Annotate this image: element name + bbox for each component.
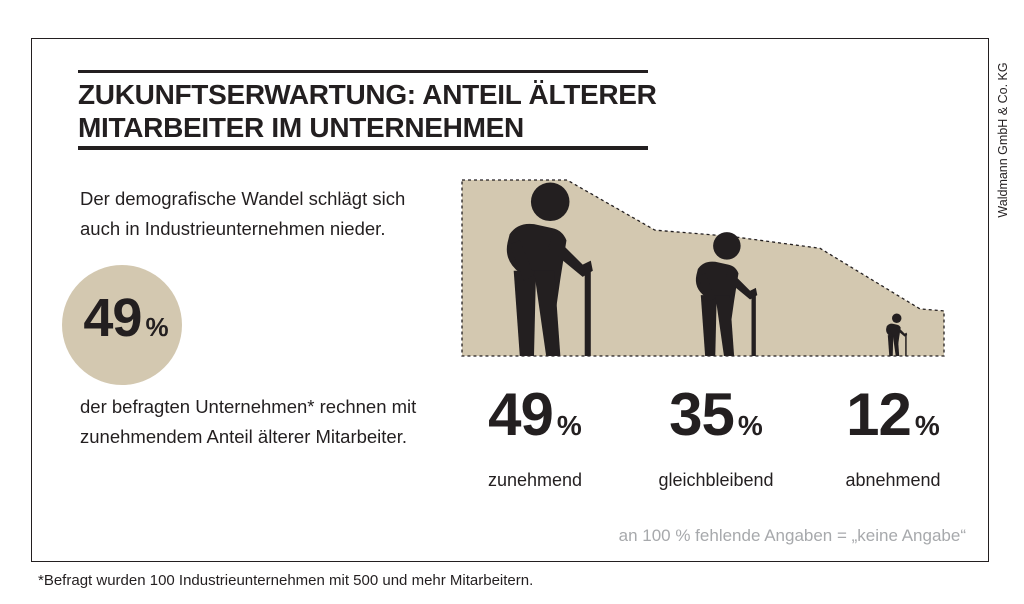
- elderly-person-icon-2: [886, 313, 908, 356]
- value-label-1: 35%: [641, 380, 791, 449]
- highlight-circle: [62, 265, 182, 385]
- value-label-2: 12%: [818, 380, 968, 449]
- infographic-frame: [31, 38, 989, 562]
- category-label-2: abnehmend: [845, 470, 941, 490]
- value-number-2: 12: [846, 381, 912, 448]
- value-number-0: 49: [488, 381, 554, 448]
- value-number-1: 35: [669, 381, 735, 448]
- category-label-0: zunehmend: [487, 470, 583, 490]
- missing-answers-note: an 100 % fehlende Angaben = „keine Angab…: [618, 526, 966, 545]
- title-rule-top: [78, 70, 648, 73]
- title-line-1: ZUKUNFTSERWARTUNG: ANTEIL ÄLTERER: [78, 79, 657, 110]
- credit-text: Waldmann GmbH & Co. KG: [996, 62, 1010, 218]
- result-text: der befragten Unternehmen* rechnen mit z…: [80, 396, 417, 447]
- infographic-title: ZUKUNFTSERWARTUNG: ANTEIL ÄLTERER MITARB…: [78, 78, 658, 144]
- elderly-person-icon-0: [506, 182, 593, 356]
- value-unit-0: %: [556, 410, 582, 441]
- title-line-2: MITARBEITER IM UNTERNEHMEN: [78, 112, 524, 143]
- highlight-value: 49%: [66, 287, 186, 349]
- footnote: *Befragt wurden 100 Industrieunternehmen…: [38, 572, 534, 589]
- value-label-0: 49%: [460, 380, 610, 449]
- value-unit-2: %: [914, 410, 940, 441]
- title-rule-bottom: [78, 146, 648, 150]
- category-label-1: gleichbleibend: [658, 470, 774, 490]
- intro-text: Der demografische Wandel schlägt sich au…: [80, 188, 406, 239]
- highlight-number: 49: [83, 288, 142, 348]
- elderly-person-icon-1: [695, 232, 758, 356]
- value-unit-1: %: [737, 410, 763, 441]
- highlight-unit: %: [145, 312, 169, 342]
